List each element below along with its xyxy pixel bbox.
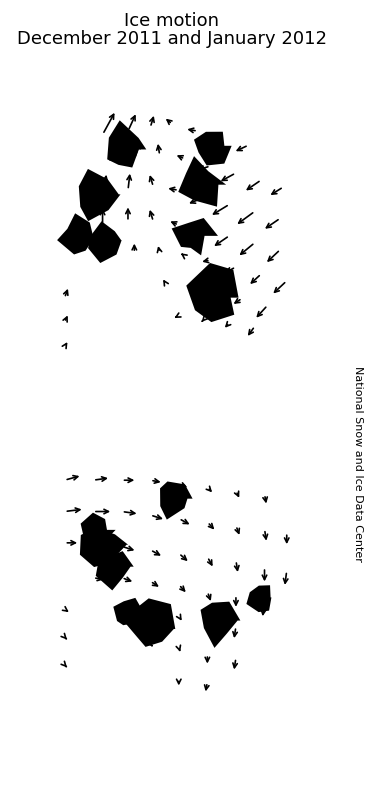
Polygon shape (107, 120, 146, 167)
Polygon shape (239, 622, 258, 638)
Polygon shape (65, 614, 96, 650)
Polygon shape (231, 713, 259, 746)
Polygon shape (52, 505, 299, 720)
Polygon shape (205, 331, 222, 350)
Polygon shape (66, 310, 101, 346)
Polygon shape (178, 257, 216, 301)
Polygon shape (194, 132, 232, 166)
Text: National Snow and Ice Data Center: National Snow and Ice Data Center (353, 366, 363, 562)
Polygon shape (175, 656, 208, 696)
Polygon shape (225, 379, 249, 407)
Polygon shape (96, 551, 134, 590)
Polygon shape (36, 691, 55, 707)
Polygon shape (86, 730, 110, 754)
Polygon shape (55, 159, 293, 361)
Polygon shape (80, 528, 128, 567)
Polygon shape (172, 218, 218, 255)
Polygon shape (246, 289, 286, 335)
Polygon shape (195, 670, 233, 718)
Polygon shape (112, 258, 137, 283)
Polygon shape (57, 214, 96, 254)
Polygon shape (132, 678, 150, 694)
Text: January 2012: January 2012 (214, 446, 315, 461)
Polygon shape (113, 598, 143, 626)
Polygon shape (122, 598, 175, 647)
Polygon shape (104, 310, 120, 328)
Text: December 2011: December 2011 (192, 90, 315, 105)
Polygon shape (269, 246, 307, 290)
Polygon shape (60, 650, 97, 700)
Polygon shape (186, 263, 239, 322)
Polygon shape (79, 382, 103, 411)
Polygon shape (203, 290, 230, 317)
Polygon shape (7, 428, 299, 567)
Polygon shape (228, 610, 269, 647)
Polygon shape (160, 482, 193, 519)
Polygon shape (7, 72, 299, 211)
Polygon shape (40, 250, 85, 297)
Polygon shape (123, 666, 156, 692)
Polygon shape (85, 670, 112, 695)
Polygon shape (178, 156, 226, 206)
Polygon shape (53, 306, 100, 354)
Polygon shape (208, 740, 226, 760)
Polygon shape (32, 321, 54, 342)
Polygon shape (246, 586, 272, 612)
Polygon shape (200, 602, 241, 648)
Polygon shape (79, 169, 120, 221)
Polygon shape (152, 317, 176, 344)
Polygon shape (88, 222, 122, 263)
Text: December 2011 and January 2012: December 2011 and January 2012 (16, 30, 327, 48)
Polygon shape (115, 252, 153, 287)
Polygon shape (81, 513, 116, 542)
Text: Ice motion: Ice motion (124, 12, 219, 30)
Polygon shape (213, 630, 228, 648)
Polygon shape (205, 638, 243, 673)
